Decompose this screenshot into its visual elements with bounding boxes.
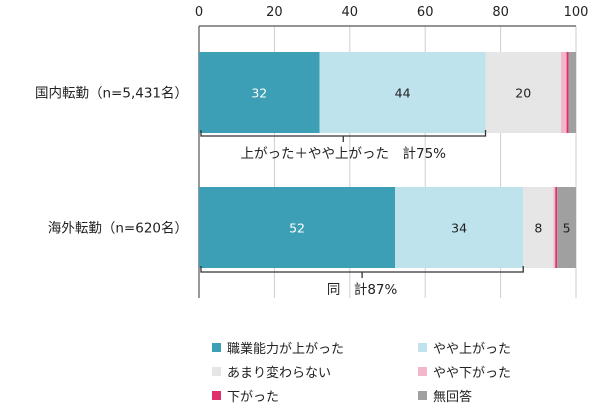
legend-item: あまり変わらない xyxy=(212,362,331,381)
bar-segment xyxy=(555,187,558,268)
x-tick-label: 80 xyxy=(492,5,509,20)
bar-segment xyxy=(199,52,320,133)
data-label: 8 xyxy=(534,221,542,236)
legend-item: 下がった xyxy=(212,386,279,405)
x-tick-label: 0 xyxy=(195,5,203,20)
legend-label: 職業能力が上がった xyxy=(227,342,345,357)
legend-item: やや下がった xyxy=(418,362,511,381)
legend-label: あまり変わらない xyxy=(227,366,332,381)
legend-swatch xyxy=(212,343,221,352)
legend-label: 無回答 xyxy=(433,390,473,405)
x-tick-label: 20 xyxy=(266,5,283,20)
annotation-bracket xyxy=(200,266,524,278)
bar-segment xyxy=(560,52,567,133)
legend-item: 無回答 xyxy=(418,386,472,405)
annotation-text: 上がった＋やや上がった 計75% xyxy=(241,146,447,162)
data-label: 5 xyxy=(563,221,571,236)
category-label: 海外転勤（n=620名） xyxy=(48,221,188,237)
legend-swatch xyxy=(418,391,427,400)
x-tick-label: 60 xyxy=(417,5,434,20)
legend-label: やや上がった xyxy=(433,342,512,357)
bar-segment xyxy=(395,187,524,268)
bar-segment xyxy=(557,187,576,268)
annotation-bracket xyxy=(200,130,487,142)
data-label: 44 xyxy=(395,86,411,101)
x-tick-label: 100 xyxy=(564,5,589,20)
data-label: 34 xyxy=(451,221,467,236)
legend-swatch xyxy=(418,343,427,352)
data-label: 52 xyxy=(289,221,305,236)
legend-label: やや下がった xyxy=(433,366,512,381)
legend-swatch xyxy=(212,391,221,400)
bar-segment xyxy=(319,52,486,133)
legend-label: 下がった xyxy=(227,390,280,405)
x-tick-label: 40 xyxy=(342,5,359,20)
bar-segment xyxy=(199,187,396,268)
legend-swatch xyxy=(418,367,427,376)
bar-segment xyxy=(568,52,576,133)
bar-segment xyxy=(566,52,569,133)
legend-item: やや上がった xyxy=(418,338,511,357)
data-label: 20 xyxy=(515,86,531,101)
bar-segment xyxy=(485,52,561,133)
data-label: 32 xyxy=(251,86,267,101)
annotation-text: 同 計87% xyxy=(327,282,398,298)
legend-item: 職業能力が上がった xyxy=(212,338,344,357)
legend-swatch xyxy=(212,367,221,376)
bar-segment xyxy=(523,187,554,268)
bar-segment xyxy=(553,187,556,268)
category-label: 国内転勤（n=5,431名） xyxy=(35,86,188,102)
